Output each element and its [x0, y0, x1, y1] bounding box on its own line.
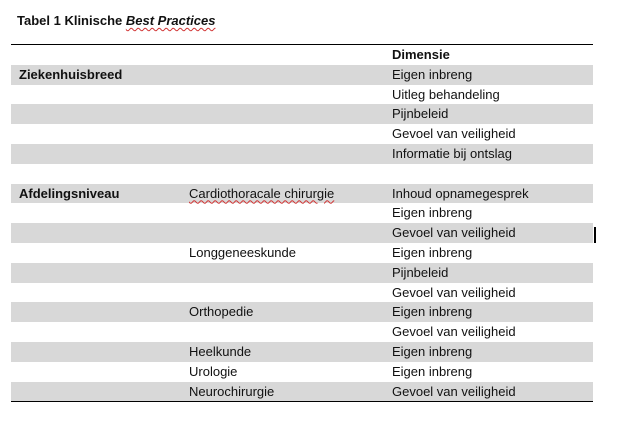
dimension-cell: Eigen inbreng: [392, 343, 473, 359]
table-row: Gevoel van veiligheid: [11, 124, 593, 144]
dimension-cell: Pijnbeleid: [392, 106, 449, 122]
table-body: Ziekenhuisbreed Eigen inbreng Uitleg behan…: [11, 64, 593, 402]
dimension-cell: Informatie bij ontslag: [392, 145, 512, 161]
department-cell: Longgeneeskunde: [189, 244, 296, 260]
table-row: Informatie bij ontslag: [11, 143, 593, 164]
dimension-cell: Gevoel van veiligheid: [392, 324, 516, 340]
table-row: Neurochirurgie Gevoel van veiligheid: [11, 381, 593, 402]
table-row: Uitleg behandeling: [11, 85, 593, 105]
table-row: Gevoel van veiligheid: [11, 322, 593, 342]
dimension-cell: Eigen inbreng: [392, 244, 473, 260]
department-cell: Neurochirurgie: [189, 383, 275, 399]
caption-prefix: Tabel 1 Klinische: [17, 13, 126, 28]
table-row: Afdelingsniveau Cardiothoracale chirurgie…: [11, 183, 593, 204]
dimension-cell: Eigen inbreng: [392, 205, 473, 221]
department-cell: Heelkunde: [189, 343, 252, 359]
table-row: [11, 164, 593, 184]
dimension-cell: Eigen inbreng: [392, 66, 473, 82]
table-row: Ziekenhuisbreed Eigen inbreng: [11, 64, 593, 85]
table-row: Pijnbeleid: [11, 262, 593, 283]
best-practices-table: Dimensie Ziekenhuisbreed Eigen inbreng Uit…: [11, 44, 593, 403]
section-cell: Ziekenhuisbreed: [19, 66, 123, 82]
table-row: Urologie Eigen inbreng: [11, 362, 593, 382]
department-cell: Orthopedie: [189, 304, 254, 320]
table-top-rule: [11, 44, 593, 45]
section-cell: Afdelingsniveau: [19, 185, 120, 201]
dimension-cell: Eigen inbreng: [392, 304, 473, 320]
table-row: Longgeneeskunde Eigen inbreng: [11, 243, 593, 263]
dimension-cell: Eigen inbreng: [392, 363, 473, 379]
dimension-cell: Gevoel van veiligheid: [392, 383, 516, 399]
dimension-cell: Gevoel van veiligheid: [392, 225, 516, 241]
dimension-cell: Gevoel van veiligheid: [392, 126, 516, 142]
text-cursor: [594, 227, 596, 243]
dimension-cell: Gevoel van veiligheid: [392, 284, 516, 300]
table-header-row: Dimensie: [11, 45, 593, 65]
caption-italic: Best Practices: [125, 13, 216, 28]
header-dimensie: Dimensie: [392, 47, 450, 62]
table-row: Eigen inbreng: [11, 203, 593, 223]
table-row: Orthopedie Eigen inbreng: [11, 302, 593, 323]
table-row: Heelkunde Eigen inbreng: [11, 341, 593, 362]
table-caption: Tabel 1 Klinische Best Practices: [17, 13, 215, 28]
dimension-cell: Uitleg behandeling: [392, 86, 500, 102]
table-row: Gevoel van veiligheid: [11, 283, 593, 303]
dimension-cell: Inhoud opnamegesprek: [392, 185, 529, 201]
department-cell: Cardiothoracale chirurgie: [189, 185, 335, 201]
dimension-cell: Pijnbeleid: [392, 264, 449, 280]
table-bottom-rule: [11, 401, 593, 403]
department-cell: Urologie: [189, 363, 238, 379]
table-row: Gevoel van veiligheid: [11, 223, 593, 243]
table-row: Pijnbeleid: [11, 104, 593, 125]
